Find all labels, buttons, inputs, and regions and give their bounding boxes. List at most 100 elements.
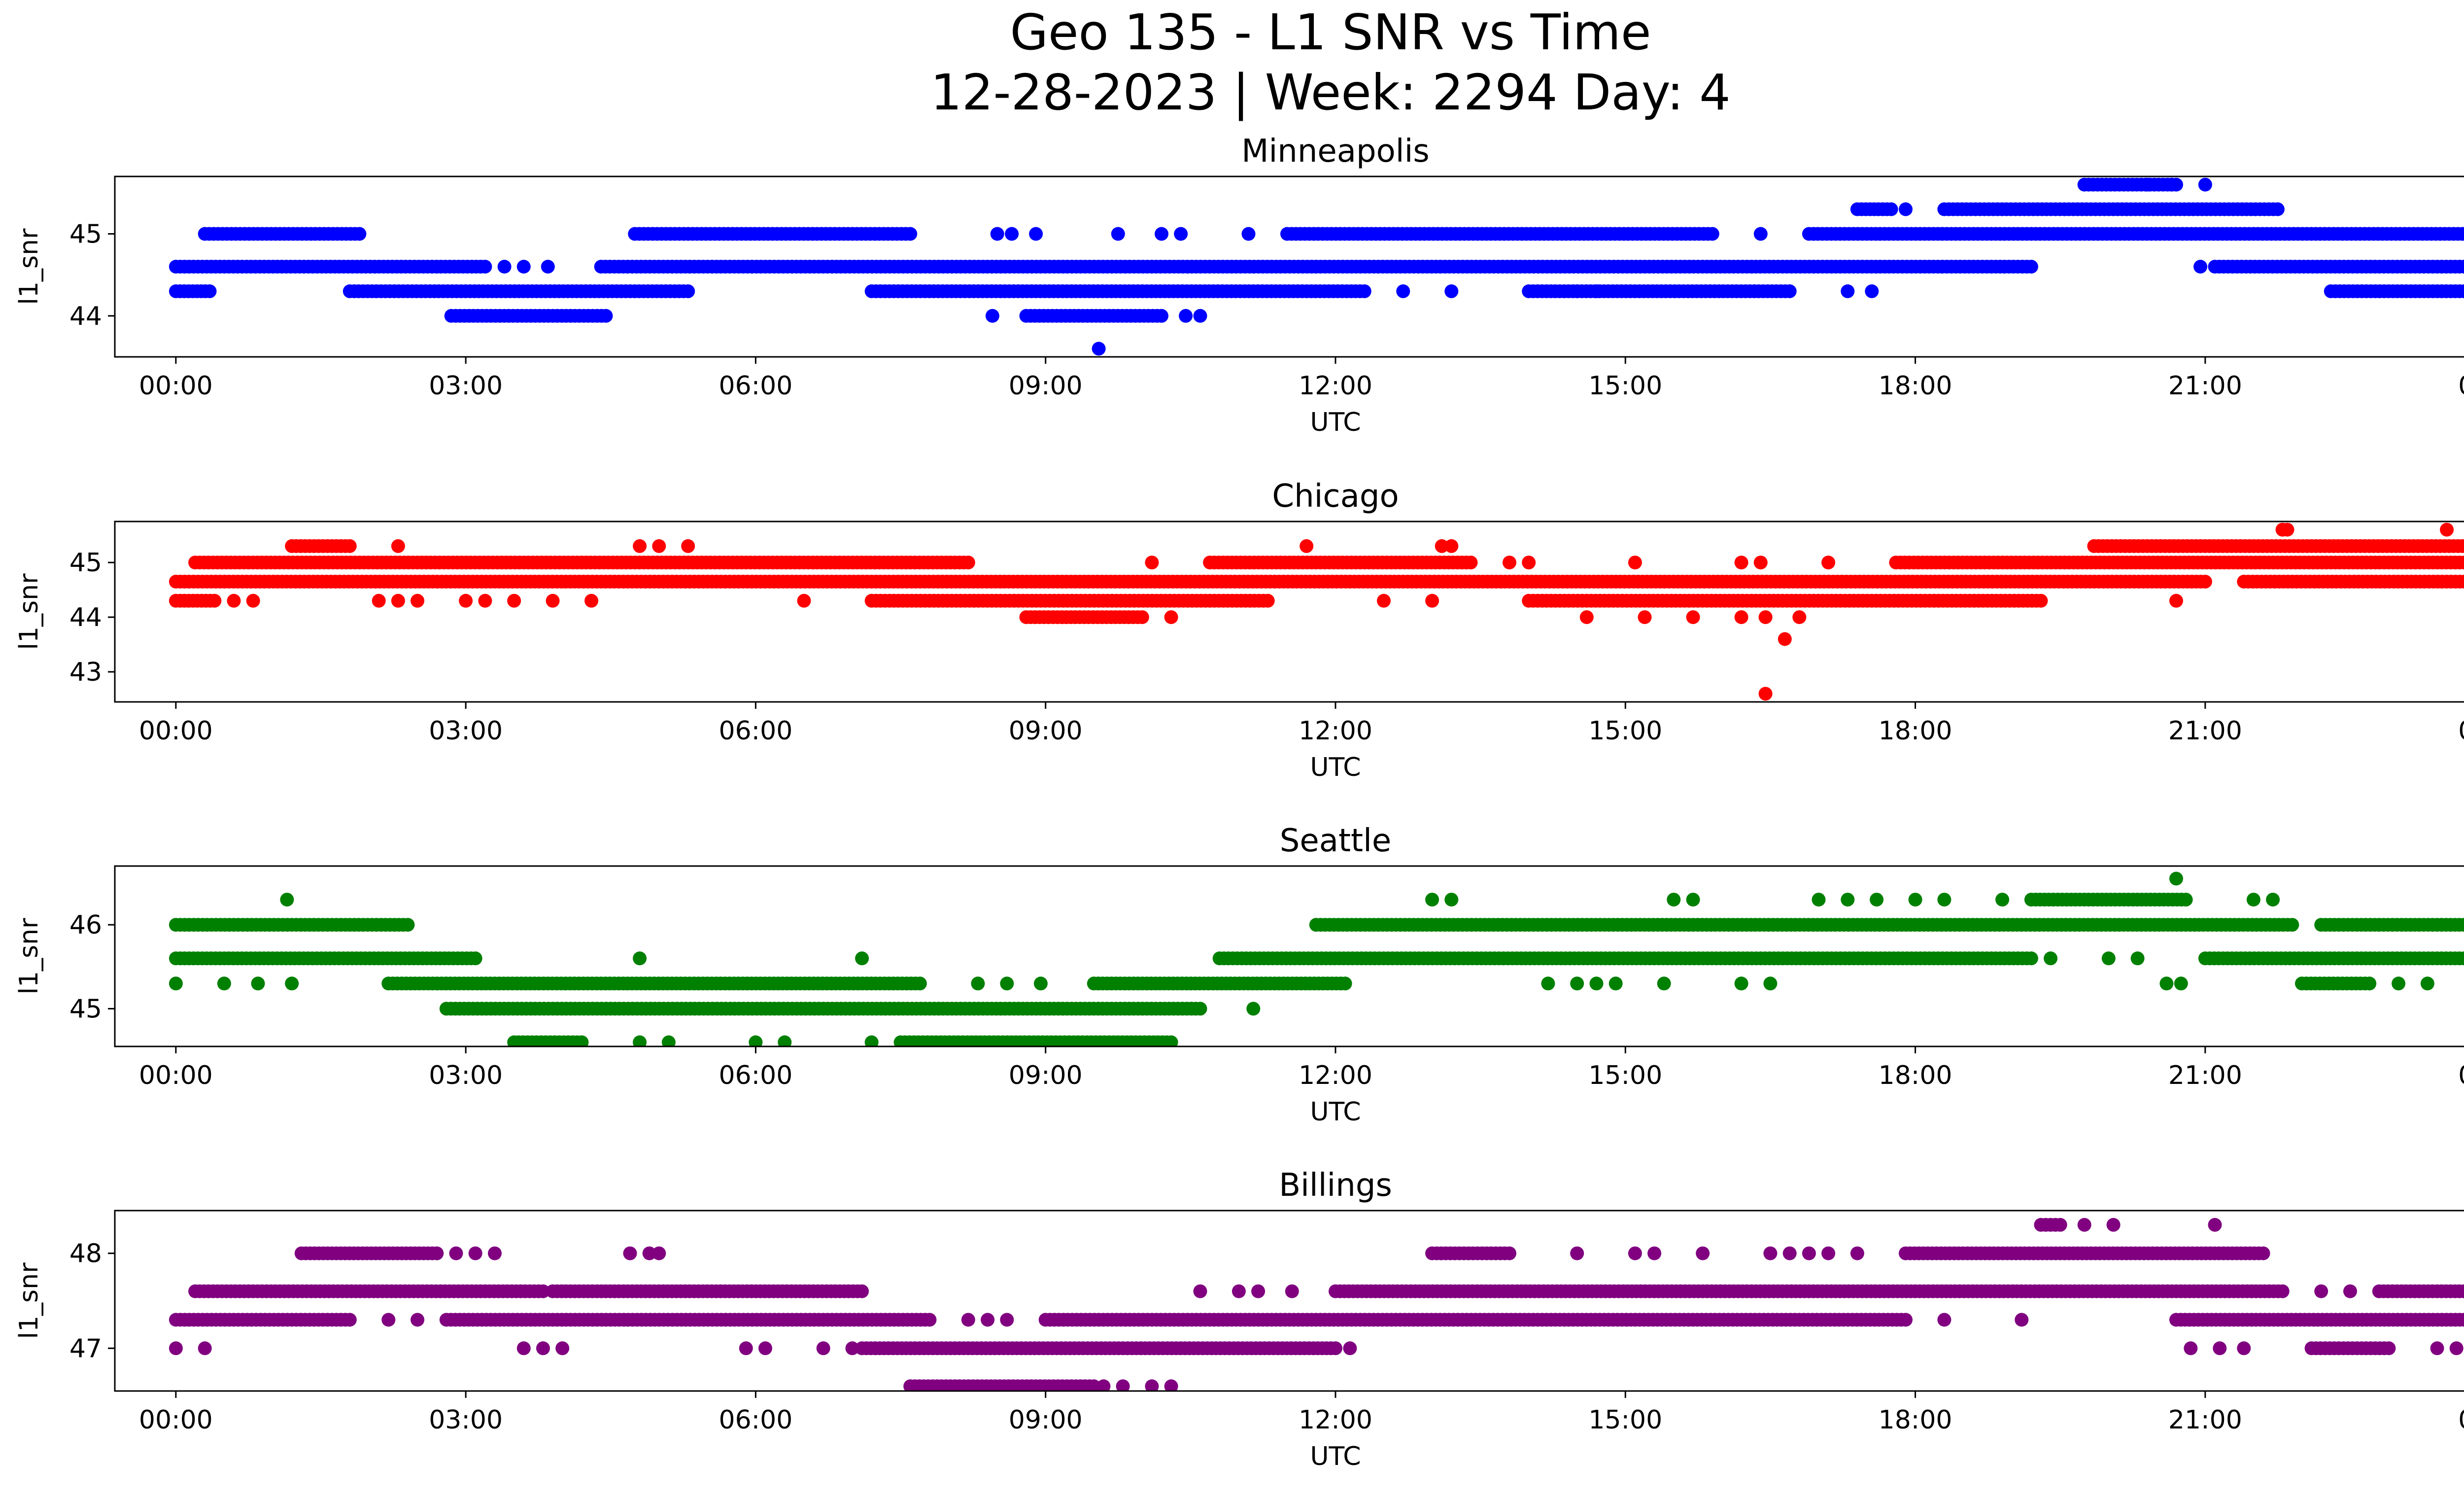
data-point [2457, 556, 2464, 570]
data-point [1164, 1035, 1178, 1046]
data-point [2420, 976, 2434, 991]
data-point [855, 1284, 869, 1298]
data-point [1696, 1246, 1710, 1260]
data-point [1850, 1246, 1864, 1260]
data-point [1241, 227, 1256, 241]
x-tick-label: 00:00 [139, 716, 213, 746]
data-point [207, 593, 222, 608]
scatter-series [169, 1217, 2464, 1391]
data-point [1444, 284, 1459, 298]
data-point [1734, 976, 1748, 991]
data-point [2457, 1313, 2464, 1327]
x-tick-label: 15:00 [1588, 716, 1662, 746]
data-point [2106, 1217, 2121, 1232]
x-tick-label: 12:00 [1299, 1061, 1372, 1090]
data-point [913, 976, 927, 991]
data-point [2457, 951, 2464, 966]
y-tick-label: 43 [69, 658, 102, 687]
data-point [2457, 918, 2464, 932]
data-point [430, 1246, 444, 1260]
data-point [633, 1035, 647, 1046]
data-point [2461, 953, 2464, 964]
data-point [1503, 556, 1516, 570]
data-point [1734, 610, 1748, 625]
data-point [1377, 593, 1391, 608]
data-point [2237, 1341, 2251, 1356]
data-point [1570, 1246, 1584, 1260]
data-point [2044, 951, 2058, 966]
data-point [1705, 227, 1719, 241]
data-point [1005, 227, 1019, 241]
data-point [1096, 1379, 1111, 1391]
data-point [2140, 177, 2155, 192]
data-point [2174, 976, 2188, 991]
data-point [1657, 976, 1671, 991]
data-point [536, 1284, 550, 1298]
data-point [855, 951, 869, 966]
data-point [1164, 610, 1178, 625]
x-tick-label: 00:00 [139, 1061, 213, 1090]
data-point [1686, 893, 1700, 907]
x-tick-label: 15:00 [1588, 371, 1662, 401]
x-tick-label: 06:00 [719, 1061, 792, 1090]
data-point [633, 951, 647, 966]
x-tick-label: 06:00 [719, 716, 792, 746]
x-tick-label: 06:00 [719, 1405, 792, 1435]
data-point [2314, 1284, 2328, 1298]
data-point [2462, 557, 2464, 568]
data-point [845, 1341, 859, 1356]
data-point [1541, 976, 1555, 991]
data-point [203, 284, 217, 298]
data-point [2343, 1284, 2357, 1298]
data-point [1444, 893, 1459, 907]
data-point [2275, 522, 2290, 537]
data-point [2246, 893, 2260, 907]
data-point [1232, 1284, 1246, 1298]
data-point [372, 593, 386, 608]
data-point [1193, 1284, 1207, 1298]
data-point [1821, 556, 1836, 570]
data-point [1000, 976, 1014, 991]
data-point [2193, 260, 2208, 274]
data-point [1667, 893, 1681, 907]
data-point [1174, 227, 1188, 241]
data-point [739, 1341, 753, 1356]
data-point [623, 1246, 637, 1260]
data-point [1608, 976, 1623, 991]
x-tick-label: 15:00 [1588, 1061, 1662, 1090]
data-point [2285, 918, 2299, 932]
data-point [1396, 284, 1410, 298]
data-point [2179, 893, 2193, 907]
data-point [1092, 342, 1106, 356]
data-point [990, 227, 1004, 241]
data-point [1763, 976, 1778, 991]
x-tick-label: 03:00 [429, 1061, 503, 1090]
data-point [1285, 1284, 1299, 1298]
data-point [1734, 556, 1748, 570]
data-point [778, 1035, 792, 1046]
data-point [652, 1246, 666, 1260]
data-point [2462, 576, 2464, 587]
x-tick-label: 00:00 [2458, 1061, 2464, 1090]
x-tick-label: 21:00 [2168, 716, 2242, 746]
data-point [2034, 593, 2048, 608]
data-point [1865, 284, 1879, 298]
data-point [198, 1341, 212, 1356]
data-point [864, 1035, 879, 1046]
data-point [468, 951, 482, 966]
data-point [1758, 610, 1773, 625]
data-point [1570, 284, 1584, 298]
data-point [352, 227, 367, 241]
data-point [1792, 610, 1807, 625]
x-tick-label: 06:00 [719, 371, 792, 401]
data-point [1570, 976, 1584, 991]
data-point [1753, 227, 1768, 241]
data-point [1782, 1246, 1797, 1260]
data-point [2164, 177, 2179, 192]
x-axis-label: UTC [1310, 408, 1361, 437]
data-point [2462, 261, 2464, 272]
data-point [468, 1246, 482, 1260]
